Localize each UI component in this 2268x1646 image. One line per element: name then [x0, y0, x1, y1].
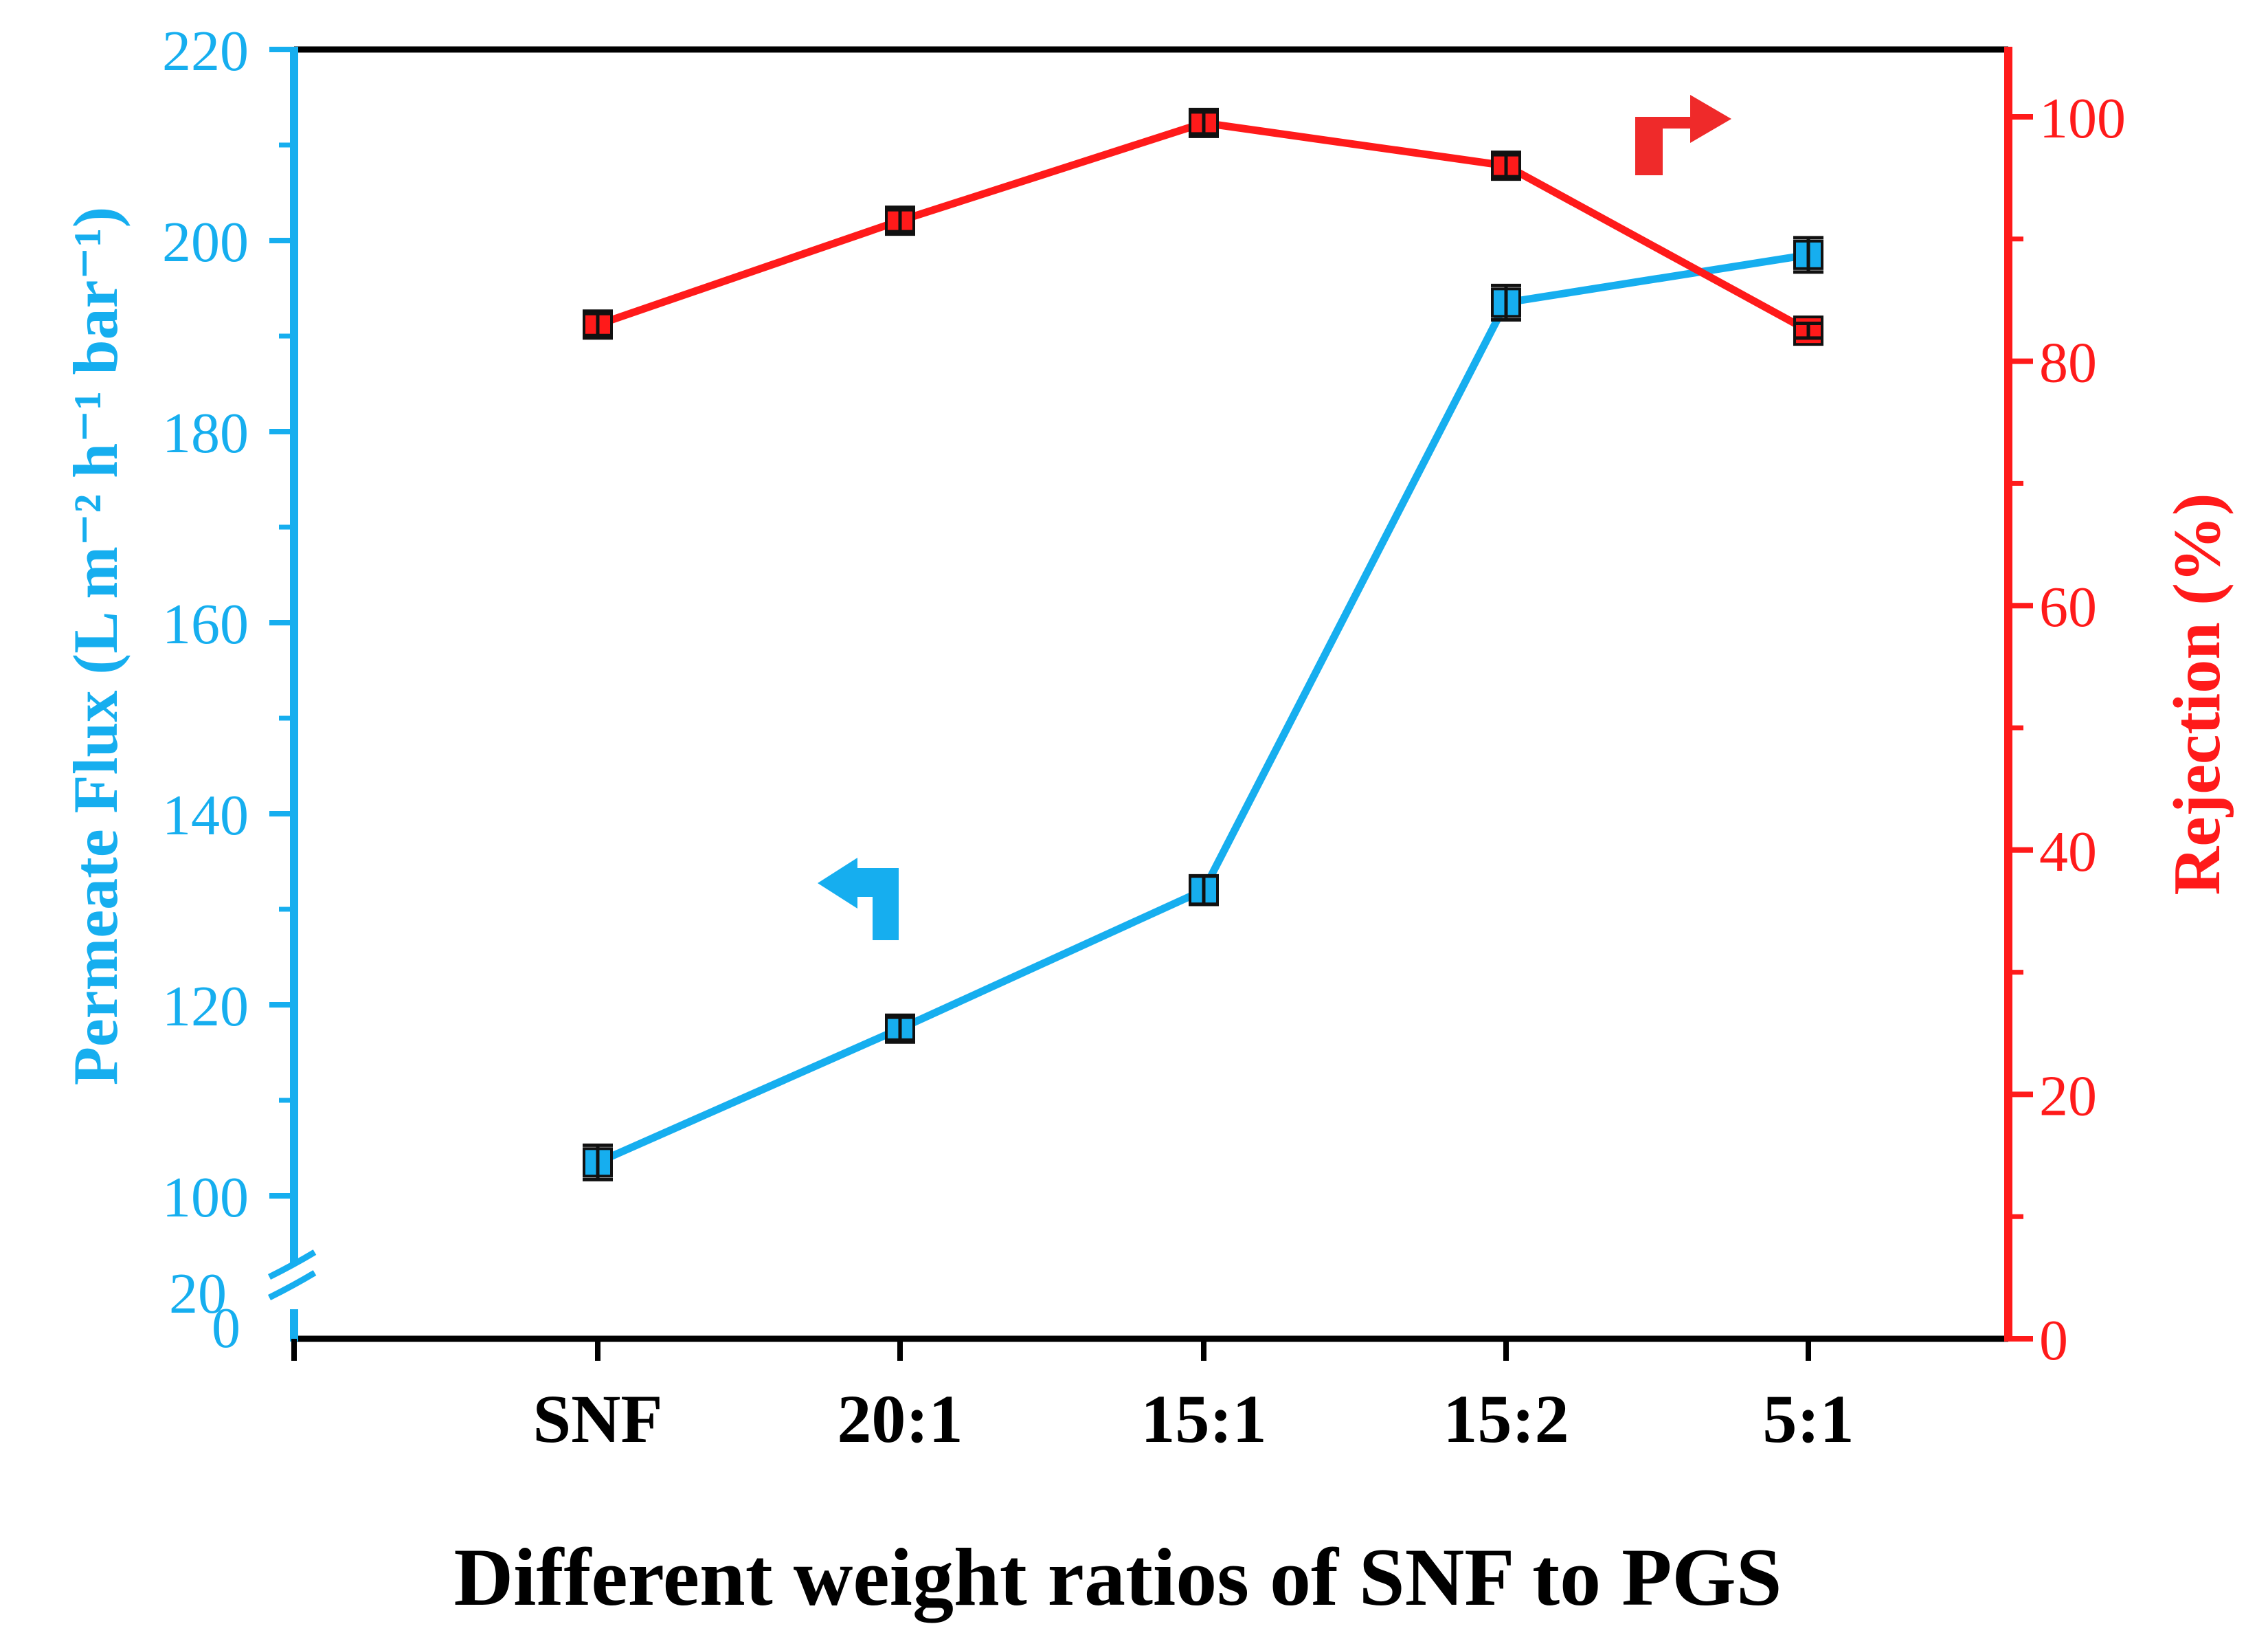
x-tick-label: 15:1	[1141, 1381, 1266, 1457]
axis-break-mark	[267, 1249, 317, 1280]
right-axis-title: Rejection (%)	[2160, 493, 2234, 895]
left-tick-label: 160	[162, 592, 249, 656]
left-tick-label: 180	[162, 401, 249, 465]
series-markers	[583, 107, 1823, 1181]
axis-break-mark	[267, 1270, 317, 1301]
right-tick-label: 0	[2039, 1309, 2068, 1372]
x-tick-label: SNF	[533, 1381, 663, 1457]
right-tick-label: 20	[2039, 1064, 2097, 1128]
left-tick-label: 140	[162, 783, 249, 847]
right-tick-label: 80	[2039, 331, 2097, 395]
left-tick-label: 120	[162, 975, 249, 1038]
left-axis-title: Permeate Flux (L m⁻² h⁻¹ bar⁻¹)	[60, 207, 131, 1086]
left-tick-label: 100	[162, 1166, 249, 1230]
right-tick-label: 100	[2039, 87, 2126, 151]
left-break-label: 20	[169, 1262, 227, 1326]
right-axis-arrow-icon	[1635, 95, 1731, 175]
x-tick-label: 5:1	[1762, 1381, 1854, 1457]
x-tick-label: 15:2	[1443, 1381, 1569, 1457]
left-tick-label: 220	[162, 19, 249, 83]
right-tick-label: 40	[2039, 820, 2097, 884]
axis-ticks	[269, 47, 2033, 1361]
plot-frame	[267, 46, 2012, 1342]
left-break-label: 0	[212, 1296, 240, 1360]
right-tick-label: 60	[2039, 575, 2097, 639]
left-tick-label: 200	[162, 210, 249, 274]
x-tick-label: 20:1	[837, 1381, 963, 1457]
x-axis-title: Different weight ratios of SNF to PGS	[453, 1531, 1782, 1623]
left-axis-arrow-icon	[818, 858, 899, 940]
